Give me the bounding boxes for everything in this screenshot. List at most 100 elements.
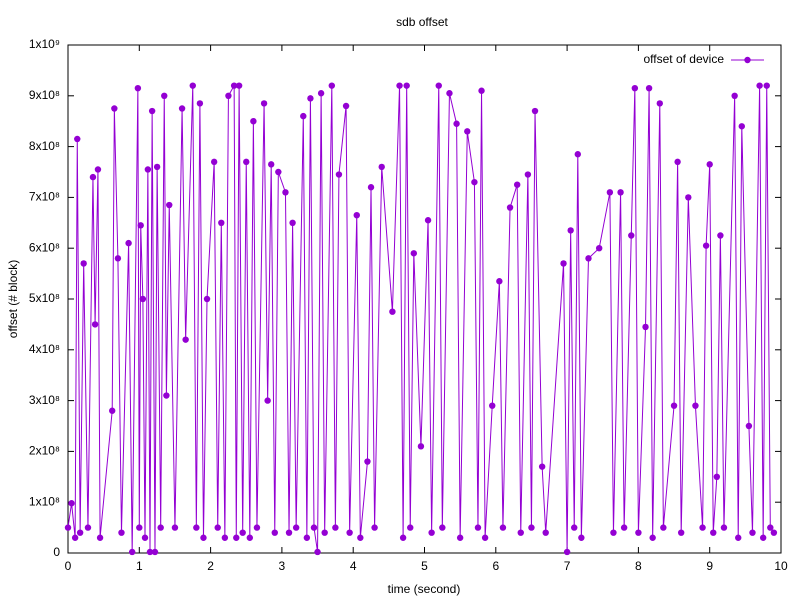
data-point	[332, 524, 339, 531]
data-point	[342, 102, 350, 110]
data-point	[233, 534, 240, 541]
legend-label: offset of device	[644, 52, 725, 66]
x-tick-label: 3	[279, 559, 286, 573]
data-point	[759, 534, 767, 541]
data-point	[246, 534, 254, 541]
data-point	[717, 232, 724, 239]
data-point	[517, 529, 524, 536]
data-point	[68, 500, 75, 507]
data-point	[328, 82, 336, 89]
data-point	[335, 171, 343, 178]
data-point	[656, 100, 663, 107]
data-point	[230, 82, 238, 89]
data-point	[489, 402, 496, 409]
data-point	[151, 548, 159, 556]
data-point	[574, 151, 581, 158]
data-point	[617, 189, 624, 196]
data-point	[628, 232, 635, 239]
y-tick-label: 2x10⁸	[29, 444, 60, 458]
data-point	[410, 250, 418, 257]
data-point	[307, 95, 314, 102]
data-point	[136, 524, 143, 531]
data-point	[171, 524, 179, 531]
data-point	[439, 524, 446, 531]
data-point	[282, 189, 289, 196]
data-point	[496, 278, 503, 285]
data-point	[303, 534, 311, 541]
data-point	[285, 529, 293, 536]
data-point	[710, 529, 717, 536]
data-point	[578, 534, 585, 541]
y-tick-label: 7x10⁸	[29, 190, 60, 204]
data-point	[756, 82, 763, 89]
x-tick-label: 7	[564, 559, 571, 573]
data-point	[157, 524, 164, 531]
data-point	[64, 524, 72, 531]
data-point	[134, 84, 142, 92]
data-point	[642, 323, 649, 331]
data-point	[563, 548, 571, 556]
data-point	[80, 260, 87, 267]
y-tick-label: 9x10⁸	[29, 88, 60, 102]
data-point	[396, 82, 403, 89]
data-point	[610, 529, 617, 536]
data-point	[161, 92, 168, 100]
data-point	[620, 524, 628, 531]
data-point	[585, 255, 592, 262]
data-point	[567, 227, 574, 234]
data-point	[453, 120, 460, 127]
data-point	[200, 534, 207, 541]
data-point	[635, 529, 642, 536]
data-point	[275, 168, 282, 176]
data-point	[677, 529, 685, 536]
x-tick-label: 0	[65, 559, 72, 573]
data-point	[478, 87, 485, 94]
data-point	[250, 118, 257, 125]
y-tick-label: 5x10⁸	[29, 291, 60, 305]
data-point	[94, 166, 102, 173]
data-point	[321, 529, 328, 536]
data-point	[84, 524, 92, 531]
legend-marker	[744, 56, 751, 64]
data-point	[407, 524, 414, 531]
data-point	[271, 529, 278, 536]
data-point	[631, 84, 639, 92]
data-point	[109, 407, 116, 414]
data-point	[189, 82, 196, 89]
data-point	[364, 458, 371, 465]
data-point	[538, 463, 546, 470]
y-tick-label: 4x10⁸	[29, 342, 60, 356]
data-point	[471, 178, 478, 186]
data-point	[645, 84, 653, 92]
data-point	[745, 422, 753, 430]
x-tick-label: 10	[774, 559, 788, 573]
x-tick-label: 2	[207, 559, 214, 573]
x-tick-label: 1	[136, 559, 143, 573]
data-point	[456, 534, 464, 541]
data-point	[253, 524, 261, 531]
data-point	[367, 184, 375, 191]
data-point	[446, 90, 453, 97]
data-point	[111, 105, 118, 112]
data-point	[649, 534, 656, 541]
data-point	[146, 548, 154, 556]
data-point	[221, 534, 229, 541]
data-point	[91, 321, 99, 328]
data-point	[763, 82, 770, 89]
data-point	[378, 163, 385, 171]
data-point	[74, 135, 81, 143]
data-point	[193, 524, 200, 531]
data-point	[353, 211, 360, 219]
y-tick-label: 0	[53, 545, 60, 559]
x-tick-label: 6	[492, 559, 499, 573]
data-point	[196, 100, 204, 107]
data-point	[403, 82, 410, 89]
data-point	[148, 107, 156, 115]
data-point	[389, 308, 396, 315]
data-point	[118, 529, 125, 536]
data-point	[144, 166, 152, 173]
data-point	[713, 473, 721, 480]
data-point	[371, 524, 378, 531]
x-axis-label: time (second)	[388, 582, 461, 596]
data-point	[770, 529, 778, 536]
